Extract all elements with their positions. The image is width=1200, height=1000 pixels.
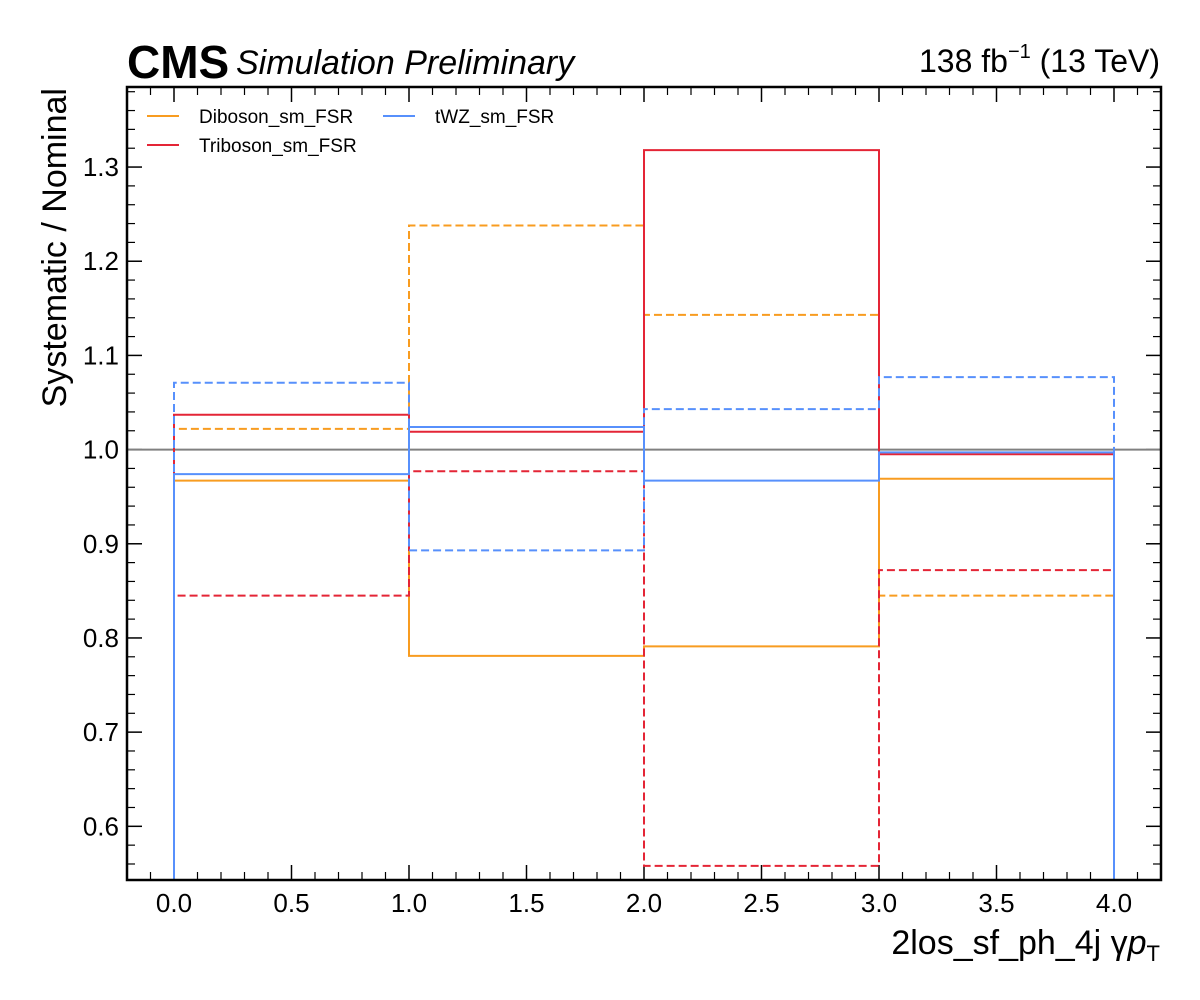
x-axis-label: 2los_sf_ph_4j γpT xyxy=(891,924,1160,966)
x-axis-label-main: 2los_sf_ph_4j γ xyxy=(891,924,1127,962)
y-tick-label: 0.8 xyxy=(83,623,119,653)
x-tick-label: 3.5 xyxy=(978,888,1014,918)
x-tick-label: 2.0 xyxy=(626,888,662,918)
x-tick-label: 1.5 xyxy=(508,888,544,918)
series-step-variation-dashed xyxy=(173,470,1115,880)
lumi-exponent: −1 xyxy=(1008,41,1031,63)
energy-label: (13 TeV) xyxy=(1031,43,1160,79)
cms-label: CMS xyxy=(127,36,229,88)
x-tick-label: 0.0 xyxy=(156,888,192,918)
y-tick-label: 0.7 xyxy=(83,717,119,747)
lumi-value: 138 fb xyxy=(919,43,1008,79)
y-tick-label: 1.2 xyxy=(83,246,119,276)
series-step-variation-dashed xyxy=(173,376,1115,880)
x-tick-label: 4.0 xyxy=(1096,888,1132,918)
y-tick-label: 0.6 xyxy=(83,811,119,841)
ticks-layer: 0.0 0.5 1.0 1.5 2.0 2.5 3.0 3.5 4.0 0.6 0.7 0.8 0.9 1… xyxy=(83,87,1162,918)
series-layer xyxy=(127,149,1161,880)
status-label: Simulation Preliminary xyxy=(236,44,576,82)
y-tick-label: 0.9 xyxy=(83,529,119,559)
y-tick-label: 1.1 xyxy=(83,340,119,370)
lumi-label: 138 fb−1 (13 TeV) xyxy=(919,41,1160,79)
x-tick-label: 0.5 xyxy=(273,888,309,918)
y-tick-label: 1.0 xyxy=(83,435,119,465)
plot-frame xyxy=(125,85,1163,882)
x-tick-label: 3.0 xyxy=(861,888,897,918)
legend: Diboson_sm_FSR Triboson_sm_FSR tWZ_sm_FSR xyxy=(147,107,554,157)
legend-label: Diboson_sm_FSR xyxy=(199,107,353,128)
x-tick-label: 2.5 xyxy=(743,888,779,918)
x-axis-label-var: p xyxy=(1127,924,1147,962)
y-tick-label: 1.3 xyxy=(83,152,119,182)
legend-label: tWZ_sm_FSR xyxy=(435,107,554,128)
y-axis-label: Systematic / Nominal xyxy=(36,88,74,407)
x-axis-label-sub: T xyxy=(1147,941,1160,966)
series-step-Triboson_sm_FSR-solid xyxy=(173,149,1115,880)
x-tick-label: 1.0 xyxy=(391,888,427,918)
legend-label: Triboson_sm_FSR xyxy=(199,136,357,157)
